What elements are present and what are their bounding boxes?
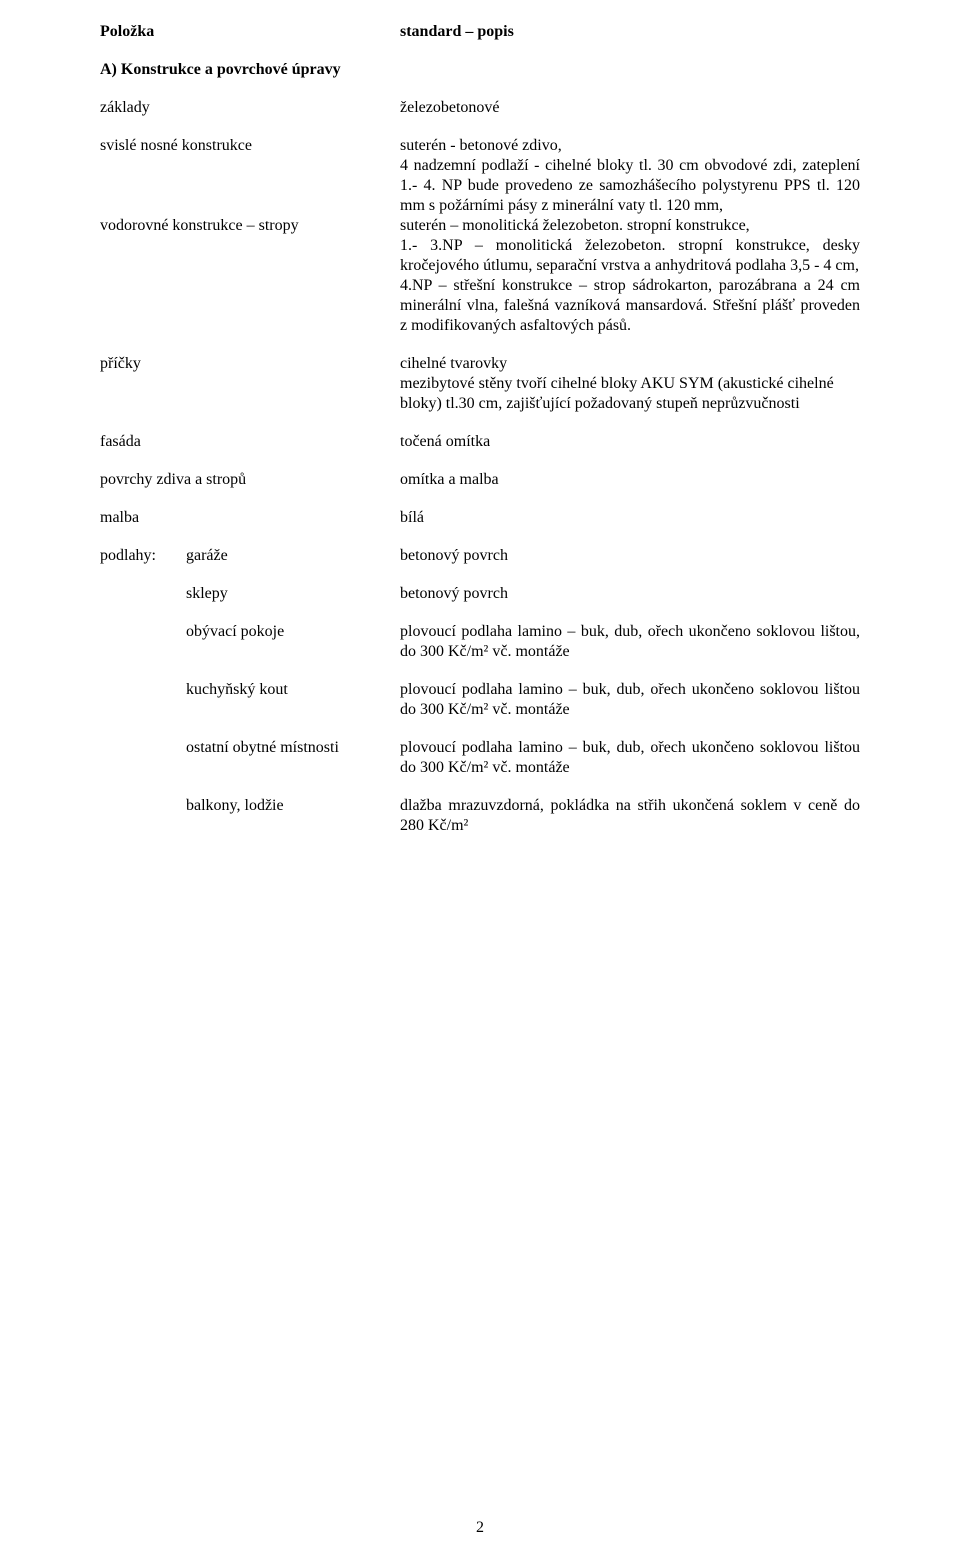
page-number: 2 <box>0 1518 960 1538</box>
label-zaklady: základy <box>100 98 400 118</box>
value-ostatni: plovoucí podlaha lamino – buk, dub, ořec… <box>400 738 860 778</box>
header-row: Položka standard – popis <box>100 22 860 42</box>
label-sklepy: sklepy <box>100 584 400 604</box>
label-podlahy-head: podlahy: <box>100 546 186 566</box>
label-kuchyn: kuchyňský kout <box>100 680 400 700</box>
row-pricky: příčky cihelné tvarovky mezibytové stěny… <box>100 354 860 414</box>
row-fasada: fasáda točená omítka <box>100 432 860 452</box>
row-balkony: balkony, lodžie dlažba mrazuvzdorná, pok… <box>100 796 860 836</box>
label-garaze: garáže <box>186 546 228 566</box>
label-ostatni: ostatní obytné místnosti <box>100 738 400 758</box>
value-povrchy: omítka a malba <box>400 470 860 490</box>
label-povrchy: povrchy zdiva a stropů <box>100 470 400 490</box>
label-fasada: fasáda <box>100 432 400 452</box>
label-svisle: svislé nosné konstrukce <box>100 136 400 156</box>
header-left: Položka <box>100 22 400 42</box>
label-malba: malba <box>100 508 400 528</box>
row-obyvaci: obývací pokoje plovoucí podlaha lamino –… <box>100 622 860 662</box>
row-zaklady: základy železobetonové <box>100 98 860 118</box>
value-vodorovne: suterén – monolitická železobeton. strop… <box>400 216 860 336</box>
value-sklepy: betonový povrch <box>400 584 860 604</box>
row-vodorovne: vodorovné konstrukce – stropy suterén – … <box>100 216 860 336</box>
section-a-title-row: A) Konstrukce a povrchové úpravy <box>100 60 860 80</box>
label-vodorovne: vodorovné konstrukce – stropy <box>100 216 400 236</box>
value-svisle: suterén - betonové zdivo, 4 nadzemní pod… <box>400 136 860 216</box>
value-fasada: točená omítka <box>400 432 860 452</box>
label-obyvaci: obývací pokoje <box>100 622 400 642</box>
section-a-title: A) Konstrukce a povrchové úpravy <box>100 60 860 80</box>
row-sklepy: sklepy betonový povrch <box>100 584 860 604</box>
document-page: Položka standard – popis A) Konstrukce a… <box>0 0 960 1548</box>
row-kuchyn: kuchyňský kout plovoucí podlaha lamino –… <box>100 680 860 720</box>
value-balkony: dlažba mrazuvzdorná, pokládka na střih u… <box>400 796 860 836</box>
row-svisle: svislé nosné konstrukce suterén - betono… <box>100 136 860 216</box>
label-podlahy-garaze-wrap: podlahy: garáže <box>100 546 400 566</box>
row-podlahy-garaze: podlahy: garáže betonový povrch <box>100 546 860 566</box>
row-povrchy: povrchy zdiva a stropů omítka a malba <box>100 470 860 490</box>
value-zaklady: železobetonové <box>400 98 860 118</box>
row-ostatni: ostatní obytné místnosti plovoucí podlah… <box>100 738 860 778</box>
label-pricky: příčky <box>100 354 400 374</box>
value-garaze: betonový povrch <box>400 546 860 566</box>
value-pricky: cihelné tvarovky mezibytové stěny tvoří … <box>400 354 860 414</box>
value-obyvaci: plovoucí podlaha lamino – buk, dub, ořec… <box>400 622 860 662</box>
value-kuchyn: plovoucí podlaha lamino – buk, dub, ořec… <box>400 680 860 720</box>
row-malba: malba bílá <box>100 508 860 528</box>
value-malba: bílá <box>400 508 860 528</box>
header-right: standard – popis <box>400 22 860 42</box>
label-balkony: balkony, lodžie <box>100 796 400 816</box>
